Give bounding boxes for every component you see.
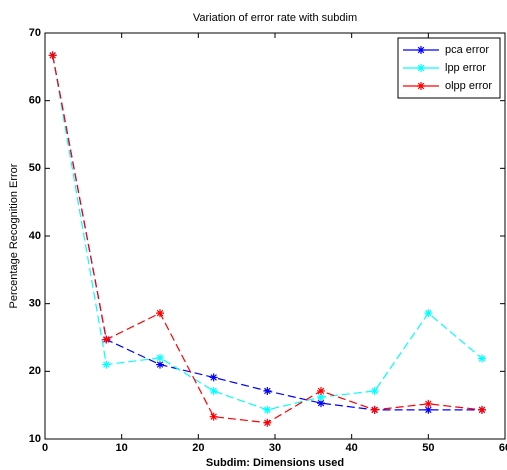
y-tick-label: 40 (29, 230, 41, 242)
data-point (156, 309, 164, 318)
y-tick-label: 50 (29, 162, 41, 174)
data-point (478, 405, 486, 414)
data-point (48, 51, 57, 60)
legend-label: pca error (445, 44, 489, 56)
data-point (102, 335, 111, 344)
data-point (424, 309, 433, 318)
data-point (424, 405, 433, 414)
data-point (263, 418, 272, 427)
y-tick-label: 30 (29, 298, 41, 310)
x-tick-label: 40 (346, 442, 358, 454)
y-tick-label: 20 (29, 365, 41, 377)
legend-label: lpp error (445, 62, 486, 74)
data-point (317, 386, 325, 395)
data-point (370, 405, 379, 414)
x-tick-label: 20 (192, 442, 204, 454)
data-point (209, 386, 218, 395)
legend-marker (417, 82, 425, 90)
data-point (317, 393, 325, 402)
x-axis-label: Subdim: Dimensions used (206, 457, 344, 469)
legend-marker (417, 64, 425, 72)
y-tick-label: 70 (29, 27, 41, 39)
y-tick-label: 10 (29, 433, 41, 445)
x-tick-label: 30 (269, 442, 281, 454)
data-point (102, 360, 111, 369)
data-point (370, 386, 379, 395)
data-point (263, 405, 272, 414)
data-point (209, 412, 218, 421)
y-tick-label: 60 (29, 95, 41, 107)
data-point (478, 354, 486, 363)
x-tick-label: 10 (116, 442, 128, 454)
data-point (317, 399, 325, 408)
y-axis-label: Percentage Recognition Error (8, 163, 20, 308)
data-point (209, 373, 218, 382)
x-tick-label: 50 (422, 442, 434, 454)
legend-label: olpp error (445, 80, 492, 92)
data-point (263, 386, 272, 395)
x-tick-label: 0 (42, 442, 48, 454)
data-point (156, 360, 164, 369)
data-point (156, 353, 164, 362)
data-point (424, 399, 433, 408)
chart-title: Variation of error rate with subdim (193, 12, 357, 24)
x-tick-label: 60 (499, 442, 507, 454)
legend-marker (417, 46, 425, 54)
